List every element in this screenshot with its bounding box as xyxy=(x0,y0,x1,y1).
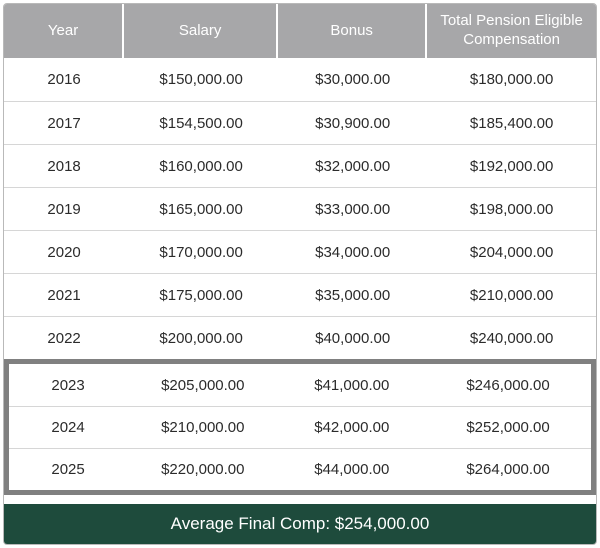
table-row: 2022 $200,000.00 $40,000.00 $240,000.00 xyxy=(4,316,596,359)
table-row: 2017 $154,500.00 $30,900.00 $185,400.00 xyxy=(4,101,596,144)
cell-bonus: $33,000.00 xyxy=(315,200,391,218)
cell-year: 2016 xyxy=(47,71,81,88)
cell-year: 2020 xyxy=(47,243,81,261)
cell-salary: $170,000.00 xyxy=(159,243,243,261)
cell-year: 2024 xyxy=(51,419,85,436)
cell-bonus: $32,000.00 xyxy=(315,157,391,175)
table-row: 2016 $150,000.00 $30,000.00 $180,000.00 xyxy=(4,58,596,101)
cell-total: $180,000.00 xyxy=(469,71,554,88)
cell-bonus: $30,000.00 xyxy=(315,71,391,88)
cell-year: 2025 xyxy=(51,461,85,478)
cell-total: $240,000.00 xyxy=(469,329,554,347)
table-row: 2023 $205,000.00 $41,000.00 $246,000.00 xyxy=(9,364,591,406)
cell-year: 2018 xyxy=(47,157,81,175)
average-final-comp-bar: Average Final Comp: $254,000.00 xyxy=(4,504,596,544)
cell-bonus: $34,000.00 xyxy=(315,243,391,261)
table-row: 2020 $170,000.00 $34,000.00 $204,000.00 xyxy=(4,230,596,273)
cell-salary: $165,000.00 xyxy=(159,200,243,218)
cell-year: 2021 xyxy=(47,286,81,304)
table-row: 2024 $210,000.00 $42,000.00 $252,000.00 xyxy=(9,406,591,448)
cell-year: 2023 xyxy=(51,376,85,394)
pension-compensation-table: Year Salary Bonus Total Pension Eligible… xyxy=(3,3,597,545)
table-header: Year Salary Bonus Total Pension Eligible… xyxy=(4,4,596,58)
cell-total: $264,000.00 xyxy=(466,461,550,478)
cell-bonus: $30,900.00 xyxy=(315,114,391,132)
cell-salary: $220,000.00 xyxy=(161,461,245,478)
cell-salary: $210,000.00 xyxy=(161,419,245,436)
header-total-pension-eligible-compensation: Total Pension Eligible Compensation xyxy=(440,12,583,48)
table-row: 2018 $160,000.00 $32,000.00 $192,000.00 xyxy=(4,144,596,187)
average-final-comp-label: Average Final Comp: $254,000.00 xyxy=(170,514,430,533)
cell-total: $192,000.00 xyxy=(469,157,554,175)
header-salary: Salary xyxy=(124,4,279,58)
final-years-highlight-box: 2023 $205,000.00 $41,000.00 $246,000.00 2024… xyxy=(4,359,596,495)
table-row: 2021 $175,000.00 $35,000.00 $210,000.00 xyxy=(4,273,596,316)
cell-total: $252,000.00 xyxy=(466,419,550,436)
cell-year: 2022 xyxy=(47,329,81,347)
cell-year: 2019 xyxy=(47,200,81,218)
cell-salary: $154,500.00 xyxy=(159,114,243,132)
cell-total: $210,000.00 xyxy=(469,286,554,304)
table-row: 2019 $165,000.00 $33,000.00 $198,000.00 xyxy=(4,187,596,230)
cell-salary: $205,000.00 xyxy=(161,376,245,394)
cell-bonus: $41,000.00 xyxy=(314,376,390,394)
cell-salary: $150,000.00 xyxy=(159,71,243,88)
cell-bonus: $42,000.00 xyxy=(314,419,390,436)
cell-total: $185,400.00 xyxy=(469,114,554,132)
cell-bonus: $44,000.00 xyxy=(314,461,390,478)
table-row: 2025 $220,000.00 $44,000.00 $264,000.00 xyxy=(9,448,591,490)
header-year: Year xyxy=(4,4,125,58)
cell-salary: $160,000.00 xyxy=(159,157,243,175)
cell-year: 2017 xyxy=(47,114,81,132)
cell-total: $246,000.00 xyxy=(466,376,550,394)
header-bonus: Bonus xyxy=(278,4,428,58)
cell-total: $198,000.00 xyxy=(469,200,554,218)
table-body: 2016 $150,000.00 $30,000.00 $180,000.00 2017… xyxy=(4,58,596,504)
cell-salary: $200,000.00 xyxy=(159,329,243,347)
cell-bonus: $40,000.00 xyxy=(315,329,391,347)
cell-bonus: $35,000.00 xyxy=(315,286,391,304)
cell-salary: $175,000.00 xyxy=(159,286,243,304)
cell-total: $204,000.00 xyxy=(469,243,554,261)
